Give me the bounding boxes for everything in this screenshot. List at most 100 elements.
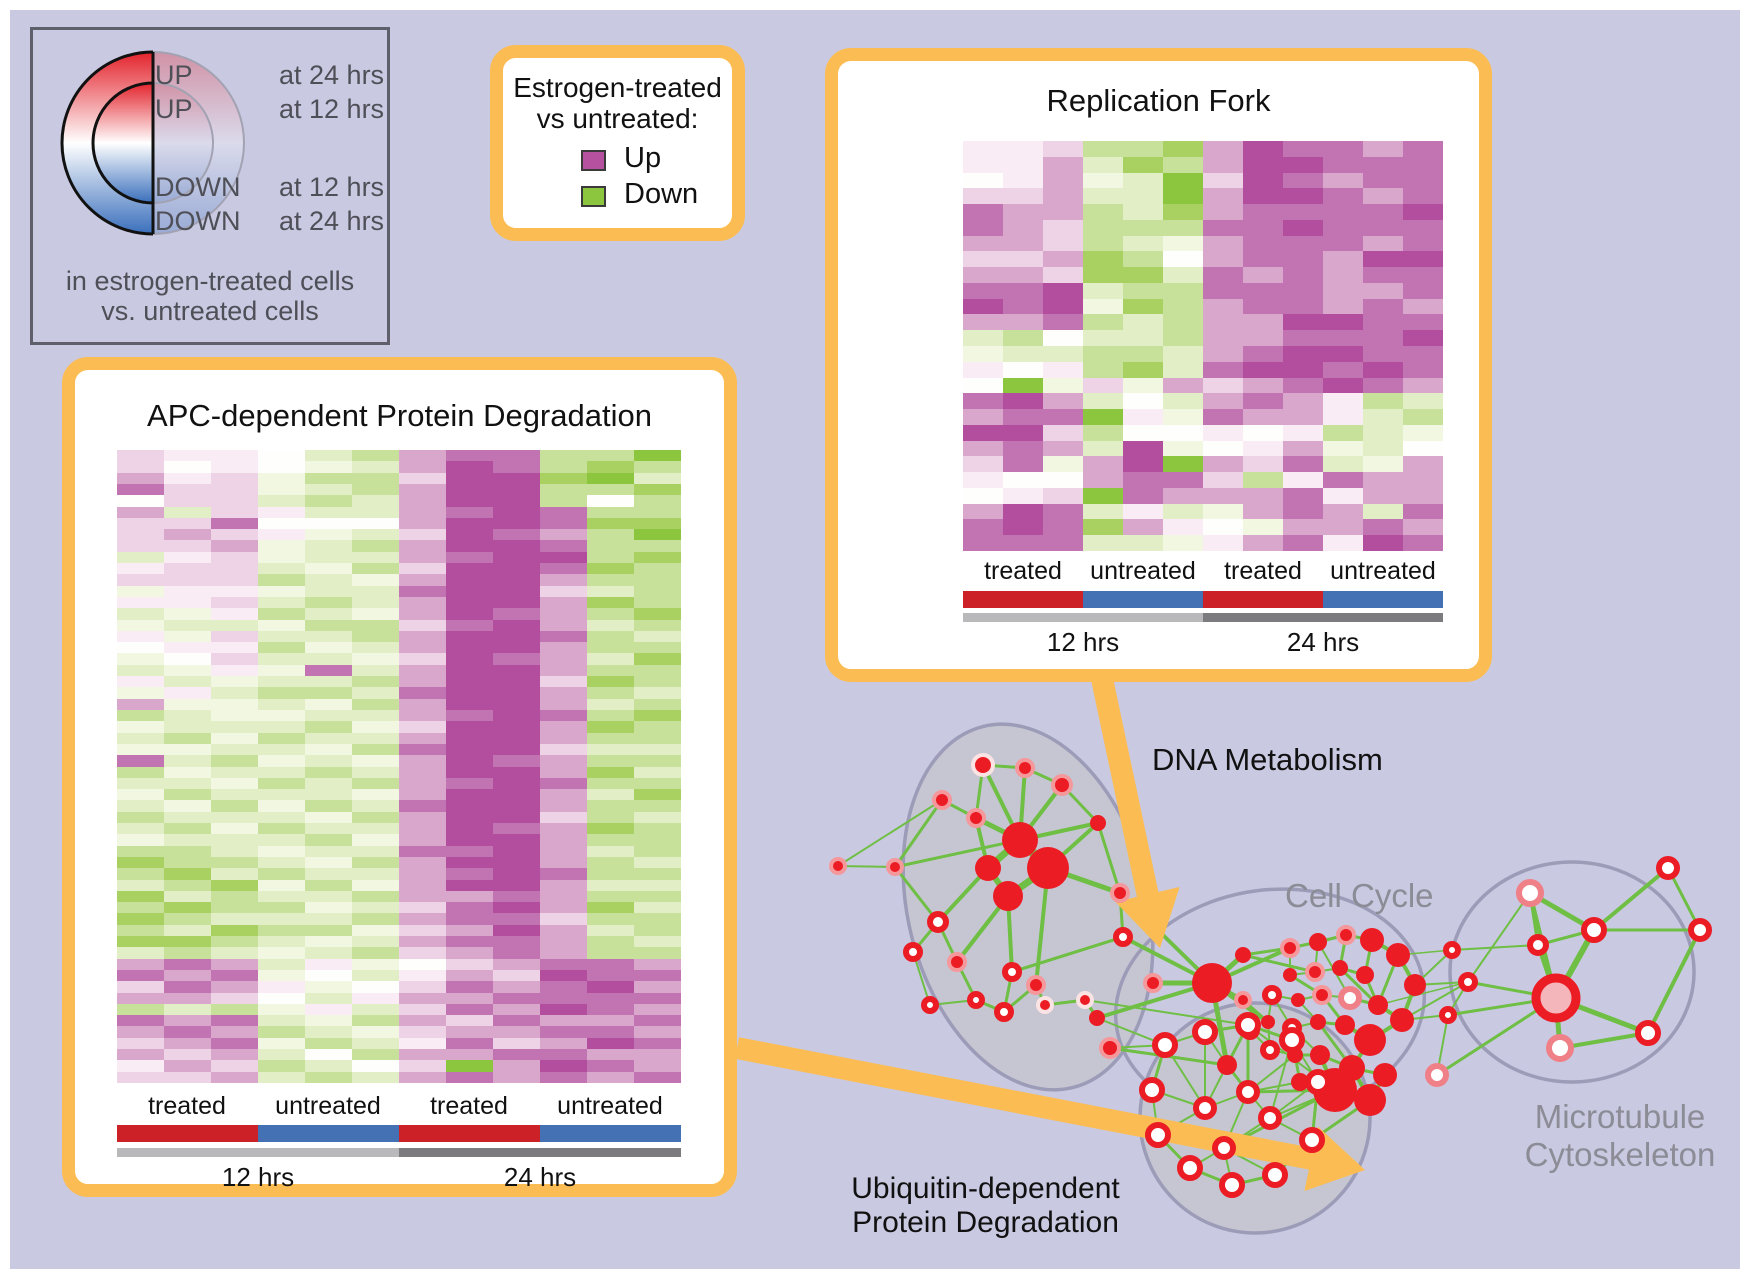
heatmap-cell [540, 1026, 587, 1038]
heatmap-cell [634, 743, 681, 756]
heatmap-cell [164, 947, 211, 959]
apc-group-label-4: untreated [557, 1092, 663, 1120]
network-node [1090, 815, 1106, 831]
heatmap-cell [493, 789, 540, 801]
apc-untreated-bar-12h [258, 1125, 399, 1142]
heatmap-cell [258, 585, 305, 597]
heatmap-cell [634, 574, 681, 586]
network-edge [1377, 981, 1469, 1006]
heatmap-cell [1163, 487, 1203, 504]
heatmap-cell [399, 936, 446, 948]
heatmap-cell [540, 619, 587, 631]
heatmap-cell [399, 698, 446, 710]
heatmap-cell [117, 676, 164, 688]
heatmap-cell [1283, 424, 1323, 441]
heatmap-cell [1123, 424, 1163, 441]
heatmap-cell [963, 361, 1003, 378]
heatmap-cell [634, 596, 681, 609]
heatmap-cell [540, 981, 587, 993]
heatmap-cell [1203, 487, 1243, 504]
heatmap-cell [493, 619, 540, 631]
heatmap-cell [352, 461, 399, 473]
heatmap-cell [117, 630, 164, 643]
heatmap-cell [634, 800, 681, 812]
network-node [1531, 973, 1581, 1023]
heatmap-cell [399, 630, 446, 643]
heatmap-cell [587, 856, 634, 869]
heatmap-cell [493, 608, 540, 620]
heatmap-cell [634, 472, 681, 484]
network-node [975, 855, 1001, 881]
heatmap-cell [634, 461, 681, 473]
heatmap-cell [540, 495, 587, 507]
heatmap-cell [540, 755, 587, 767]
cluster-label-microtubule-line2: Cytoskeleton [1524, 1136, 1716, 1173]
heatmap-cell [352, 1003, 399, 1016]
replication-fork-panel: Replication Fork treated untreated treat… [825, 48, 1492, 682]
network-node [1143, 973, 1163, 993]
heatmap-cell [117, 845, 164, 857]
heatmap-cell [587, 608, 634, 620]
heatmap-cell [1283, 456, 1323, 473]
heatmap-cell [399, 856, 446, 869]
heatmap-cell [446, 800, 493, 812]
heatmap-cell [540, 800, 587, 812]
heatmap-cell [258, 732, 305, 744]
heatmap-cell [446, 1003, 493, 1016]
heatmap-cell [1043, 503, 1083, 520]
heatmap-cell [305, 800, 352, 812]
rf-24h-time-bar [1203, 613, 1443, 622]
heatmap-cell [634, 732, 681, 744]
heatmap-cell [634, 766, 681, 778]
heatmap-cell [446, 936, 493, 948]
heatmap-cell [587, 834, 634, 846]
heatmap-cell [1083, 440, 1123, 457]
heatmap-cell [1283, 377, 1323, 394]
heatmap-cell [1003, 487, 1043, 504]
heatmap-cell [117, 936, 164, 948]
heatmap-cell [1363, 282, 1403, 299]
heatmap-cell [164, 902, 211, 914]
heatmap-cell [305, 947, 352, 959]
heatmap-cell [305, 1037, 352, 1050]
heatmap-cell [493, 743, 540, 756]
heatmap-cell [352, 551, 399, 564]
heatmap-cell [493, 563, 540, 575]
heatmap-cell [1043, 204, 1083, 220]
heatmap-cell [1083, 519, 1123, 536]
heatmap-cell [587, 619, 634, 631]
heatmap-cell [117, 461, 164, 473]
network-node [967, 991, 985, 1009]
heatmap-cell [587, 936, 634, 948]
heatmap-cell [446, 868, 493, 880]
heatmap-cell [399, 472, 446, 484]
network-node [1177, 1155, 1203, 1181]
heatmap-cell [1123, 519, 1163, 536]
network-node [1051, 774, 1073, 796]
heatmap-cell [493, 766, 540, 778]
heatmap-cell [1323, 346, 1363, 362]
heatmap-cell [399, 540, 446, 552]
heatmap-cell [117, 529, 164, 541]
heatmap-cell [634, 834, 681, 846]
heatmap-cell [446, 1071, 493, 1083]
network-node [1516, 879, 1544, 907]
heatmap-cell [258, 483, 305, 496]
heatmap-cell [117, 574, 164, 586]
heatmap-cell [164, 766, 211, 778]
apc-12h-time-bar [117, 1148, 399, 1157]
network-edge [1559, 1031, 1649, 1050]
heatmap-cell [352, 902, 399, 914]
updown-color-legend-box: Estrogen-treated vs untreated: Up Down [490, 45, 745, 241]
heatmap-cell [399, 924, 446, 937]
heatmap-cell [1083, 188, 1123, 205]
ring-legend-footer-line2: vs. untreated cells [101, 296, 319, 326]
heatmap-cell [1043, 535, 1083, 551]
heatmap-cell [446, 856, 493, 869]
heatmap-cell [399, 800, 446, 812]
heatmap-cell [1163, 204, 1203, 220]
heatmap-cell [258, 981, 305, 993]
heatmap-cell [540, 969, 587, 982]
network-node [994, 1002, 1014, 1022]
heatmap-cell [1163, 298, 1203, 315]
